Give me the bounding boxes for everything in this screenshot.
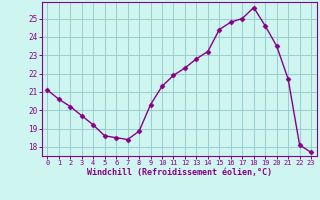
X-axis label: Windchill (Refroidissement éolien,°C): Windchill (Refroidissement éolien,°C) [87,168,272,177]
